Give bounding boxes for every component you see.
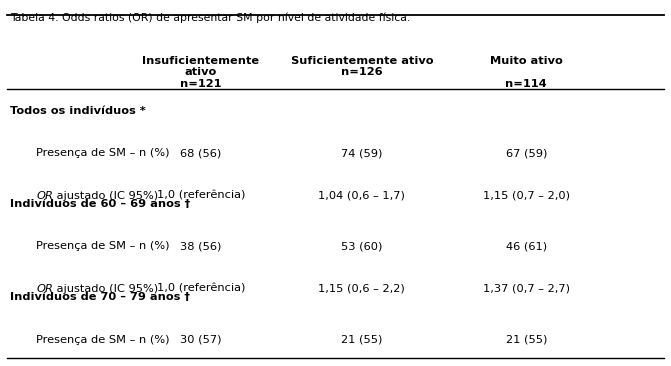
Bar — [33, 187, 309, 212]
Text: Suficientemente ativo
n=126: Suficientemente ativo n=126 — [291, 56, 433, 77]
Text: 46 (61): 46 (61) — [506, 242, 547, 251]
Text: 1,04 (0,6 – 1,7): 1,04 (0,6 – 1,7) — [318, 191, 405, 201]
Text: 1,15 (0,7 – 2,0): 1,15 (0,7 – 2,0) — [482, 191, 570, 201]
Text: 1,15 (0,6 – 2,2): 1,15 (0,6 – 2,2) — [319, 284, 405, 294]
Text: 38 (56): 38 (56) — [180, 242, 221, 251]
Text: Muito ativo

n=114: Muito ativo n=114 — [490, 56, 562, 89]
Text: OR: OR — [36, 284, 53, 294]
Text: Presença de SM – n (%): Presença de SM – n (%) — [36, 148, 170, 158]
Text: 30 (57): 30 (57) — [180, 335, 221, 345]
Text: OR: OR — [36, 191, 53, 201]
Text: 53 (60): 53 (60) — [341, 242, 382, 251]
Text: 21 (55): 21 (55) — [505, 335, 547, 345]
Text: 68 (56): 68 (56) — [180, 148, 221, 158]
Text: 1,37 (0,7 – 2,7): 1,37 (0,7 – 2,7) — [482, 284, 570, 294]
Text: Indivíduos de 70 – 79 anos †: Indivíduos de 70 – 79 anos † — [10, 292, 190, 302]
Text: Presença de SM – n (%): Presença de SM – n (%) — [36, 335, 170, 345]
Text: ajustado (IC 95%): ajustado (IC 95%) — [54, 191, 158, 201]
Text: 21 (55): 21 (55) — [341, 335, 382, 345]
Text: ajustado (IC 95%): ajustado (IC 95%) — [54, 284, 158, 294]
Text: 74 (59): 74 (59) — [341, 148, 382, 158]
Text: Todos os indivíduos *: Todos os indivíduos * — [10, 106, 146, 116]
Bar — [33, 280, 309, 305]
Text: 67 (59): 67 (59) — [505, 148, 547, 158]
Text: Presença de SM – n (%): Presença de SM – n (%) — [36, 242, 170, 251]
Text: 1,0 (referência): 1,0 (referência) — [156, 284, 245, 294]
Text: 1,0 (referência): 1,0 (referência) — [156, 191, 245, 201]
Text: Insuficientemente
ativo
n=121: Insuficientemente ativo n=121 — [142, 56, 259, 89]
Text: Tabela 4. Odds ratios (OR) de apresentar SM por nível de atividade física.: Tabela 4. Odds ratios (OR) de apresentar… — [10, 12, 410, 23]
Text: Indivíduos de 60 – 69 anos †: Indivíduos de 60 – 69 anos † — [10, 199, 191, 209]
